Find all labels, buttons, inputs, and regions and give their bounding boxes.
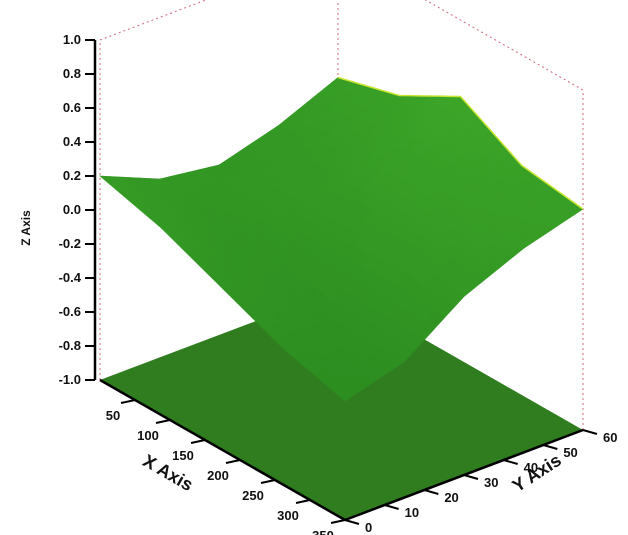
floor-plane (100, 290, 583, 520)
y-tick (344, 519, 360, 525)
y-tick (582, 429, 598, 435)
x-tick-label: 150 (172, 448, 194, 463)
x-tick-label: 350 (312, 528, 334, 535)
floor-projection (100, 290, 583, 520)
x-tick-label: 250 (242, 488, 264, 503)
z-tick-label: -0.4 (59, 270, 82, 285)
z-tick-label: -0.2 (59, 236, 81, 251)
y-tick-label: 60 (603, 430, 617, 445)
z-tick-label: 1.0 (63, 32, 81, 47)
y-tick (543, 444, 558, 450)
x-tick-label: 100 (137, 428, 159, 443)
x-tick-label: 300 (277, 508, 299, 523)
z-tick-label: -1.0 (59, 372, 81, 387)
y-tick-label: 0 (365, 520, 372, 535)
y-tick-label: 50 (563, 445, 577, 460)
surface-mesh (99, 76, 584, 402)
z-tick-label: 0.8 (63, 66, 81, 81)
z-tick-label: 0.6 (63, 100, 81, 115)
frame-edge (99, 0, 208, 41)
x-tick-label: 50 (106, 408, 120, 423)
z-tick-label: 0.0 (63, 202, 81, 217)
z-axis: 1.0 0.8 0.6 0.4 0.2 0.0 -0.2 -0.4 -0.6 -0.8 -1.0 (59, 32, 97, 387)
z-tick-label: -0.6 (59, 304, 81, 319)
x-tick (155, 419, 171, 424)
z-tick-label: 0.4 (63, 134, 82, 149)
y-tick-label: 10 (405, 505, 419, 520)
x-tick (190, 439, 206, 444)
x-tick (120, 399, 136, 404)
surface-ridge (337, 76, 584, 210)
x-tick (260, 479, 276, 484)
z-tick-label: -0.8 (59, 338, 81, 353)
y-tick (424, 489, 439, 495)
y-tick-label: 40 (524, 460, 538, 475)
y-tick (384, 504, 399, 510)
x-tick (330, 519, 346, 524)
y-tick (503, 459, 518, 465)
y-tick-label: 30 (484, 475, 498, 490)
x-tick-label: 200 (207, 468, 229, 483)
x-tick (225, 459, 241, 464)
y-tick-label: 20 (444, 490, 458, 505)
x-axis-line (99, 378, 346, 522)
y-axis: 0 10 20 30 40 50 60 (344, 428, 617, 535)
z-tick-label: 0.2 (63, 168, 81, 183)
y-axis-title: Y Axis (509, 450, 565, 496)
x-axis: 50 100 150 200 250 300 350 (99, 378, 346, 535)
frame-edge (424, 0, 584, 91)
y-tick (463, 474, 479, 480)
x-tick (295, 499, 311, 504)
z-axis-title: Z Axis (19, 210, 33, 246)
surface-patch (334, 385, 356, 402)
